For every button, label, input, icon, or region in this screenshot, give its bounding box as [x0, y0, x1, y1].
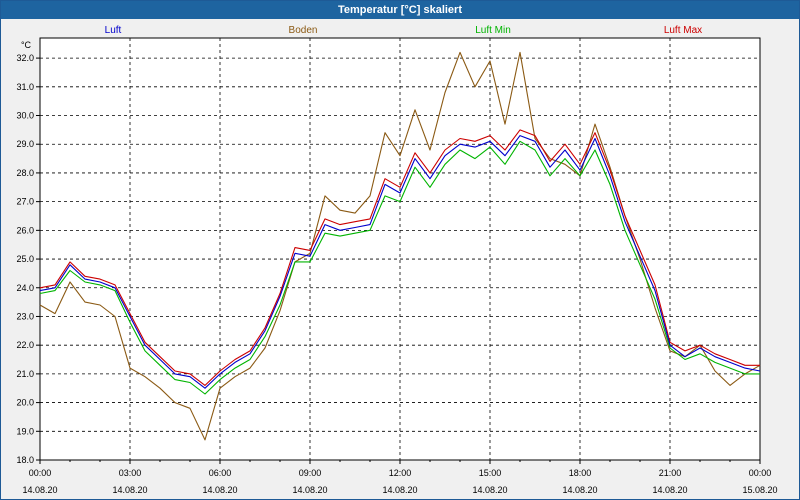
- x-tick-date: 14.08.20: [292, 485, 327, 495]
- y-tick-label: 30.0: [16, 111, 34, 121]
- y-tick-label: 31.0: [16, 82, 34, 92]
- y-tick-label: 18.0: [16, 455, 34, 465]
- x-tick-time: 09:00: [299, 468, 322, 478]
- series-line-boden: [39, 51, 761, 441]
- x-tick-date: 14.08.20: [22, 485, 57, 495]
- axis-labels: 18.0 19.0 20.0 21.0 22.0 23.0 24.0 25.0 26.0 27.0…: [16, 40, 777, 495]
- series-line-luft_min: [39, 140, 760, 395]
- legend-luft_min: Luft Min: [475, 25, 511, 36]
- y-tick-label: 21.0: [16, 369, 34, 379]
- legend-luft: Luft: [105, 25, 122, 36]
- x-tick-time: 12:00: [389, 468, 412, 478]
- x-tick-date: 14.08.20: [652, 485, 687, 495]
- legend-boden: Boden: [289, 25, 318, 36]
- x-tick-time: 15:00: [479, 468, 502, 478]
- x-tick-time: 18:00: [569, 468, 592, 478]
- y-tick-label: 32.0: [16, 53, 34, 63]
- x-tick-time: 00:00: [29, 468, 52, 478]
- y-tick-label: 20.0: [16, 398, 34, 408]
- x-tick-date: 14.08.20: [382, 485, 417, 495]
- series-lines: [39, 51, 761, 441]
- y-tick-label: 26.0: [16, 225, 34, 235]
- x-tick-date: 14.08.20: [562, 485, 597, 495]
- x-tick-time: 03:00: [119, 468, 142, 478]
- y-tick-label: 29.0: [16, 139, 34, 149]
- x-tick-time: 06:00: [209, 468, 232, 478]
- window-title: Temperatur [°C] skaliert: [1, 1, 799, 19]
- y-tick-label: 28.0: [16, 168, 34, 178]
- x-tick-date: 14.08.20: [472, 485, 507, 495]
- y-tick-label: 23.0: [16, 311, 34, 321]
- x-tick-date: 15.08.20: [742, 485, 777, 495]
- y-tick-label: 24.0: [16, 283, 34, 293]
- legend: Luft Boden Luft Min Luft Max: [105, 25, 703, 36]
- y-tick-label: 27.0: [16, 197, 34, 207]
- y-tick-label: 25.0: [16, 254, 34, 264]
- x-tick-time: 21:00: [659, 468, 682, 478]
- series-line-luft: [39, 135, 761, 389]
- y-tick-label: 22.0: [16, 340, 34, 350]
- x-tick-date: 14.08.20: [112, 485, 147, 495]
- grid: [36, 38, 761, 464]
- x-tick-date: 14.08.20: [202, 485, 237, 495]
- y-tick-label: 19.0: [16, 426, 34, 436]
- legend-luft_max: Luft Max: [664, 25, 702, 36]
- y-axis-unit: °C: [21, 40, 32, 50]
- series-line-luft_max: [39, 129, 760, 386]
- x-tick-time: 00:00: [749, 468, 772, 478]
